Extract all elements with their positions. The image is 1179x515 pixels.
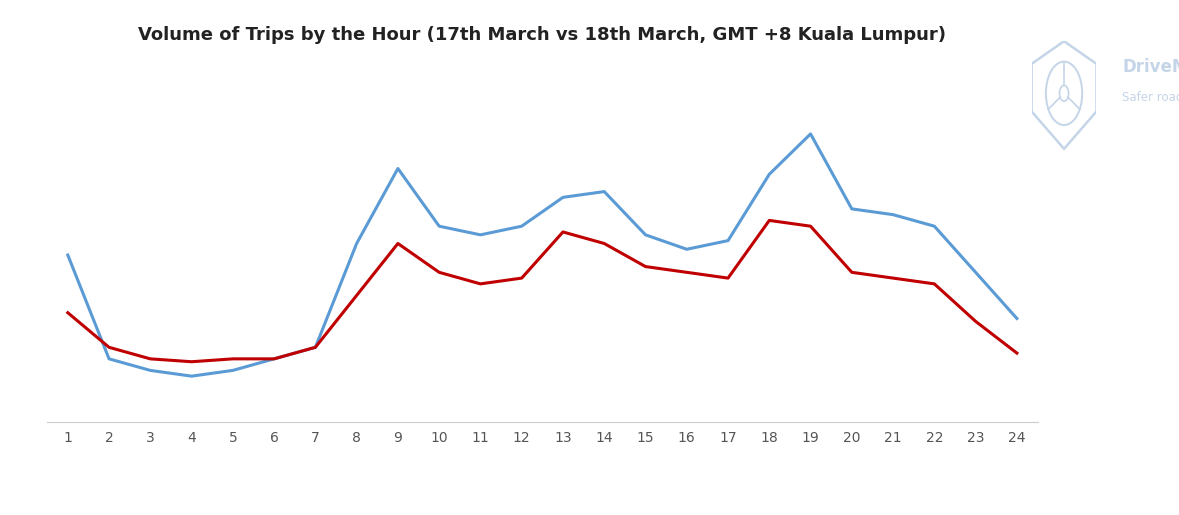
Text: Safer roads together: Safer roads together <box>1122 91 1179 105</box>
Text: Volume of Trips by the Hour (17th March vs 18th March, GMT +8 Kuala Lumpur): Volume of Trips by the Hour (17th March … <box>138 26 947 44</box>
Text: DriveMark®: DriveMark® <box>1122 58 1179 76</box>
